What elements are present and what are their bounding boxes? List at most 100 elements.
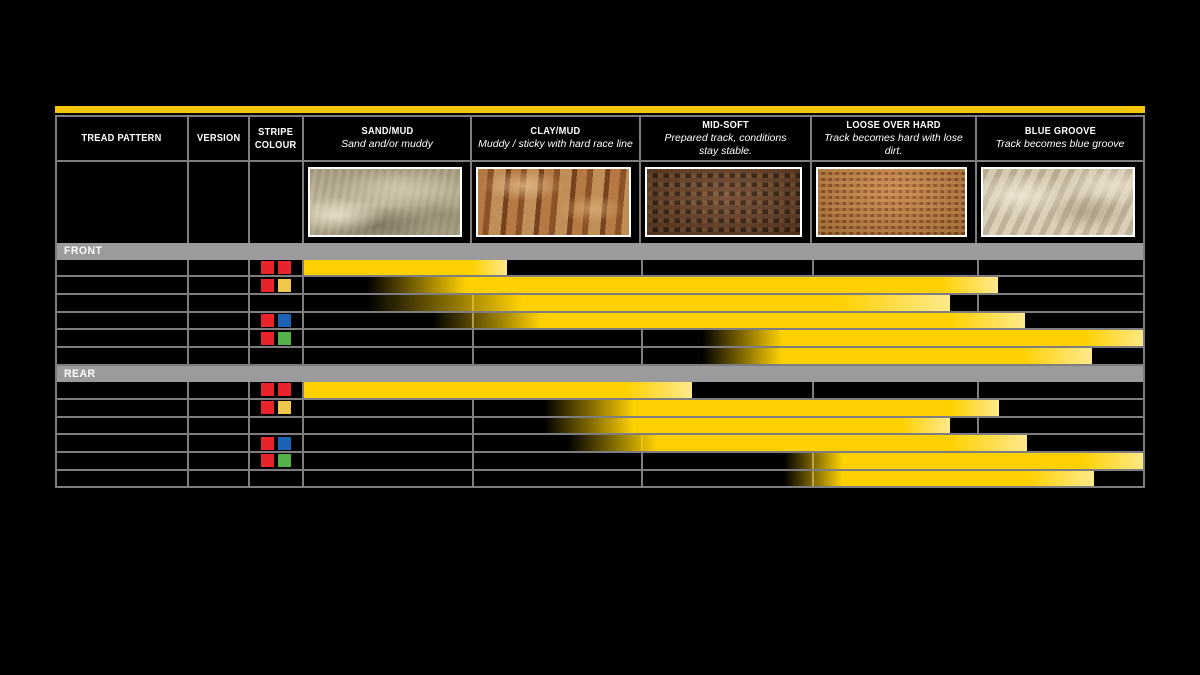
column-separator [641,330,643,346]
column-header-clay-mud: CLAY/MUD Muddy / sticky with hard race li… [472,117,641,160]
column-separator [472,435,474,451]
column-title: SAND/MUD [361,125,413,138]
photo-cell-sand-mud [304,162,472,243]
table-row [57,294,1143,313]
terrain-track [304,312,1143,329]
version-cell [189,470,250,487]
stripe-colour-cell [250,330,304,346]
column-header-mid-soft: MID-SOFT Prepared track, conditions stay … [641,117,812,160]
photo-cell-mid-soft [641,162,812,243]
version-cell [189,330,250,346]
terrain-track [304,277,1143,293]
version-cell [189,399,250,416]
version-cell [189,347,250,364]
sand-mud-photo [308,167,462,237]
tyre-terrain-chart: TREAD PATTERN VERSION STRIPE COLOUR SAND/MU… [55,106,1145,489]
terrain-track [304,330,1143,346]
tread-pattern-cell [57,312,189,329]
column-header-blue-groove: BLUE GROOVE Track becomes blue groove [977,117,1143,160]
column-subtitle: Muddy / sticky with hard race line [478,138,633,151]
tread-pattern-cell [57,452,189,469]
column-title: VERSION [196,132,241,145]
column-title: LOOSE OVER HARD [846,118,941,131]
stripe-swatch-red [261,383,274,397]
stripe-swatch-red [261,436,274,450]
table-row [57,470,1143,489]
suitability-bar [367,277,998,293]
blue-groove-photo [981,167,1135,237]
table-row [57,382,1143,400]
suitability-bar [702,347,1092,364]
section-label: FRONT [64,245,103,258]
photo-cell-blue-groove [977,162,1143,243]
table-row [57,435,1143,453]
column-header-version: VERSION [189,117,250,160]
stripe-colour-cell [250,470,304,487]
column-separator [472,417,474,434]
stripe-swatch-blue [278,436,291,450]
photo-cell-loose-over-hard [812,162,977,243]
section-label: REAR [64,367,96,380]
terrain-track [304,294,1143,311]
table-row [57,347,1143,366]
suitability-bar [544,399,999,416]
tread-pattern-cell [57,382,189,398]
tread-pattern-cell [57,294,189,311]
column-separator [977,417,979,434]
table-row [57,330,1143,348]
tread-pattern-cell [57,330,189,346]
section-bar-rear: REAR [57,365,1143,383]
stripe-swatch-blue [278,313,291,327]
suitability-bar [304,259,507,276]
column-subtitle: Sand and/or muddy [341,138,433,151]
terrain-photo-row [57,162,1143,243]
photo-row-spacer-cell [250,162,304,243]
version-cell [189,277,250,293]
terrain-track [304,347,1143,364]
version-cell [189,382,250,398]
suitability-bar [544,417,950,434]
column-subtitle: Track becomes blue groove [995,138,1125,151]
column-separator [472,347,474,364]
column-separator [641,452,643,469]
column-header-stripe-colour: STRIPE COLOUR [250,117,304,160]
column-separator [812,382,814,398]
suitability-bar [784,452,1143,469]
column-separator [977,382,979,398]
stripe-colour-cell [250,382,304,398]
column-title: STRIPE COLOUR [255,126,297,151]
mid-soft-photo [645,167,802,237]
column-subtitle: Track becomes hard with lose dirt. [824,131,963,158]
version-cell [189,452,250,469]
suitability-bar [702,330,1143,346]
column-title: BLUE GROOVE [1024,125,1096,138]
stripe-swatch-red [261,313,274,327]
tread-pattern-cell [57,259,189,276]
table-row [57,312,1143,331]
column-separator [641,259,643,276]
stripe-colour-cell [250,259,304,276]
column-header-sand-mud: SAND/MUD Sand and/or muddy [304,117,472,160]
table-body: FRONT REAR [57,243,1143,489]
stripe-swatch-red [278,383,291,397]
suitability-bar [367,294,950,311]
column-separator [812,259,814,276]
column-separator [641,470,643,487]
stripe-swatch-green [278,331,291,345]
tread-pattern-cell [57,435,189,451]
stripe-colour-cell [250,294,304,311]
stripe-colour-cell [250,452,304,469]
stripe-colour-cell [250,417,304,434]
clay-mud-photo [476,167,631,237]
tread-pattern-cell [57,417,189,434]
column-separator [977,259,979,276]
tread-pattern-cell [57,277,189,293]
version-cell [189,312,250,329]
terrain-track [304,452,1143,469]
header-row: TREAD PATTERN VERSION STRIPE COLOUR SAND/MU… [57,115,1143,162]
terrain-track [304,435,1143,451]
stripe-colour-cell [250,399,304,416]
table-row [57,259,1143,278]
column-title: TREAD PATTERN [81,132,163,145]
section-bar-front: FRONT [57,243,1143,260]
